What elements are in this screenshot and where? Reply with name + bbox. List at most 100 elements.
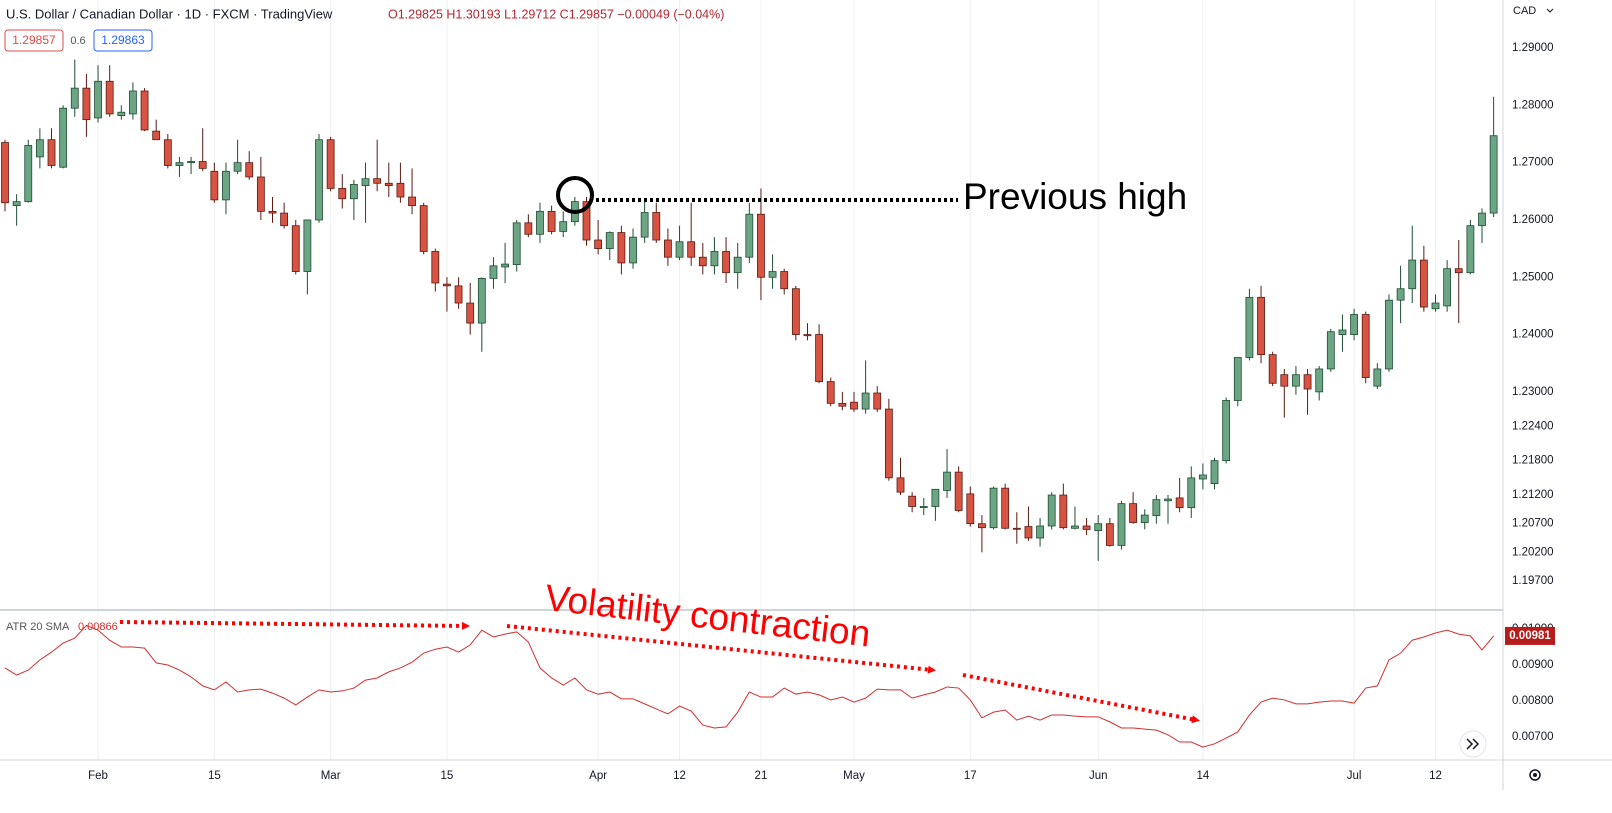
y-tick-label: 1.26000 [1512,214,1554,226]
candle-body [1489,135,1498,214]
candle-body [745,213,754,258]
candle-body [1257,296,1265,356]
candle-body [454,285,463,304]
candle-body [1268,354,1277,384]
y-tick-label: 1.22400 [1512,420,1554,432]
candle-body [1233,357,1242,401]
candle-body [12,201,21,207]
candle-body [582,201,591,241]
candle-body [256,176,265,212]
candle-body [443,283,451,287]
atr-legend-name: ATR 20 SMA [6,621,70,633]
candle-body [768,271,777,278]
candle-body [896,477,905,493]
settings-icon-center[interactable] [1533,773,1537,777]
candle-body [94,80,102,119]
price-unit[interactable]: CAD [1513,5,1536,17]
candle-body [419,205,428,252]
x-tick-label: Jun [1089,770,1108,782]
candle-body [733,256,742,274]
candle-body [850,401,858,410]
candle-body [652,212,661,241]
sell-price[interactable]: 1.29857 [12,33,56,47]
candle-body [315,139,323,221]
candle-body [1152,499,1161,517]
candle-body [222,170,230,201]
x-tick-label: 21 [755,770,768,782]
candle-body [710,251,719,267]
candle-body [1,142,9,204]
candle-body [943,471,951,491]
candle-body [210,170,219,201]
x-tick-label: 15 [208,770,221,782]
candle-body [547,210,556,232]
x-tick-label: 14 [1196,770,1209,782]
candle-body [1036,525,1044,539]
y-tick-label: 1.19700 [1512,575,1554,587]
candle-body [838,402,847,407]
settings-icon[interactable] [1529,769,1541,781]
candle-body [1292,374,1300,387]
x-tick-label: May [843,770,865,782]
atr-last-value-bg [1505,626,1555,645]
candle-body [117,111,126,117]
candle-body [1408,259,1417,290]
previous-high-label: Previous high [963,176,1187,217]
candle-body [664,239,672,258]
candle-body [1198,474,1207,480]
candle-body [501,263,509,268]
buy-button[interactable] [93,29,153,52]
candle-body [989,487,998,529]
candle-body [629,236,637,264]
candle-body [617,232,626,264]
candle-body [233,162,242,172]
candle-body [140,90,149,131]
candle-body [105,80,114,115]
candle-body [1129,503,1138,523]
atr-tick-label: 0.00900 [1512,659,1554,671]
candle-body [524,222,533,235]
candle-body [373,178,382,184]
candle-body [466,302,475,324]
candle-body [1280,374,1289,387]
axis-layer: 1.29000 1.28000 1.27000 1.26000 1.25000 1.240… [88,42,1555,782]
candle-body [1303,374,1312,390]
spread: 0.6 [70,35,85,47]
candle-body [954,471,963,511]
candle-body [1431,302,1440,310]
candle-body [1105,523,1114,546]
candle-body [675,241,684,258]
candle-body [1315,368,1324,393]
candle-body [1338,329,1347,335]
candle-body [303,219,312,272]
candle-body [175,162,184,166]
atr-last-value: 0.00981 [1509,630,1551,642]
scroll-icon[interactable] [1466,738,1480,750]
candle-body [978,523,986,529]
candle-body [1245,296,1254,358]
candle-body [349,184,358,200]
candle-body [1024,526,1033,539]
unit-dropdown[interactable] [1546,8,1554,13]
arrow [506,624,936,674]
candle-body [1210,460,1219,484]
arrow [962,673,1200,724]
candle-body [152,130,161,141]
x-tick-label: 12 [1429,770,1442,782]
candle-body [1071,525,1079,529]
candle-body [861,392,870,410]
candle-body [1478,212,1486,227]
candle-body [198,161,207,169]
candle-body [791,288,800,335]
candle-body [780,271,789,290]
sell-button[interactable] [4,29,64,52]
candle-body [1454,268,1463,274]
buy-price[interactable]: 1.29863 [101,33,145,47]
candle-body [559,221,568,232]
high-circle [556,176,594,214]
x-tick-label: 12 [673,770,686,782]
x-tick-label: Jul [1347,770,1362,782]
candle-body [489,265,498,279]
candle-body [536,210,544,235]
